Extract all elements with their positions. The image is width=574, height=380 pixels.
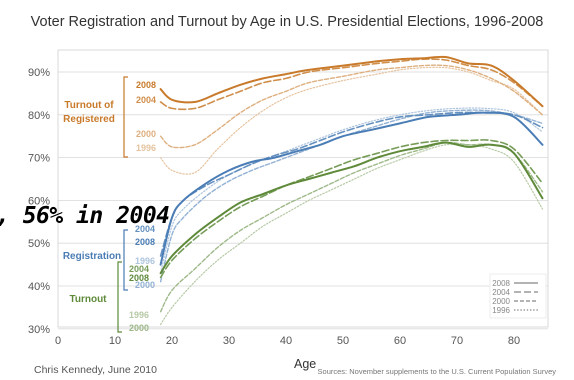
series-line-turnout-of-registered-2008 — [159, 55, 544, 108]
group-year-label: 2004 — [136, 95, 156, 105]
source-note: Sources: November supplements to the U.S… — [317, 367, 556, 376]
series-line-registration-1996 — [160, 107, 544, 274]
group-year-label: 1996 — [136, 143, 156, 153]
group-year-label: 1996 — [129, 310, 149, 320]
series-line-turnout-2000 — [159, 141, 544, 313]
series-line-registration-2000 — [159, 109, 544, 283]
x-tick-label: 30 — [223, 335, 235, 347]
series-line-registration-2008 — [159, 111, 544, 266]
legend-label: 2000 — [492, 297, 510, 306]
group-year-label: 2008 — [135, 237, 155, 247]
x-tick-label: 20 — [166, 335, 178, 347]
group-bracket — [117, 261, 122, 333]
series-line-turnout-2008 — [159, 141, 544, 275]
x-tick-label: 40 — [280, 335, 292, 347]
series-line-turnout-of-registered-1996 — [160, 66, 544, 175]
series-line-turnout-2004 — [159, 139, 544, 279]
legend-label: 1996 — [492, 306, 510, 315]
series-line-registration-2004 — [159, 111, 544, 257]
group-year-label: 2004 — [135, 224, 155, 234]
group-year-label: 2000 — [129, 323, 149, 333]
grid-lines — [57, 49, 549, 330]
group-year-label: 1996 — [135, 256, 155, 266]
y-tick-label: 70% — [28, 153, 50, 165]
x-tick-labels: 0 10 20 30 40 50 60 70 80 — [55, 335, 520, 347]
group-label: Turnout — [69, 294, 107, 305]
x-tick-label: 10 — [109, 335, 121, 347]
series-annotations: Turnout of Registered2008200420001996Regi… — [63, 76, 156, 333]
y-tick-labels: 30% 40% 50% 60% 70% 80% 90% — [28, 67, 50, 336]
x-tick-label: 0 — [55, 335, 61, 347]
y-tick-label: 60% — [28, 195, 50, 207]
legend-label: 2008 — [492, 279, 510, 288]
overlay-annotation-text: , 56% in 2004 — [0, 203, 170, 229]
group-year-label: 2000 — [136, 129, 156, 139]
group-year-label: 2004 — [129, 264, 149, 274]
y-tick-label: 40% — [28, 281, 50, 293]
y-tick-label: 30% — [28, 324, 50, 336]
series-line-turnout-1996 — [160, 143, 544, 326]
group-year-label: 2008 — [136, 80, 156, 90]
x-axis-label: Age — [294, 357, 317, 371]
x-tick-label: 70 — [451, 335, 463, 347]
y-tick-label: 80% — [28, 110, 50, 122]
group-label: Registration — [63, 251, 121, 262]
group-year-label: 2008 — [129, 273, 149, 283]
x-tick-label: 50 — [337, 335, 349, 347]
chart-title: Voter Registration and Turnout by Age in… — [30, 14, 544, 30]
legend-label: 2004 — [492, 288, 510, 297]
y-tick-label: 50% — [28, 238, 50, 250]
group-label: Turnout of Registered — [63, 100, 115, 125]
x-tick-label: 60 — [394, 335, 406, 347]
plot-frame — [57, 49, 549, 328]
group-bracket — [123, 76, 128, 158]
series-line-turnout-of-registered-2000 — [159, 64, 544, 149]
x-tick-label: 80 — [508, 335, 520, 347]
y-tick-label: 90% — [28, 67, 50, 79]
series-line-turnout-of-registered-2004 — [159, 58, 544, 111]
group-bracket — [123, 229, 128, 291]
author-credit: Chris Kennedy, June 2010 — [34, 364, 157, 376]
series-lines — [159, 55, 544, 326]
group-year-label: 2000 — [135, 280, 155, 290]
